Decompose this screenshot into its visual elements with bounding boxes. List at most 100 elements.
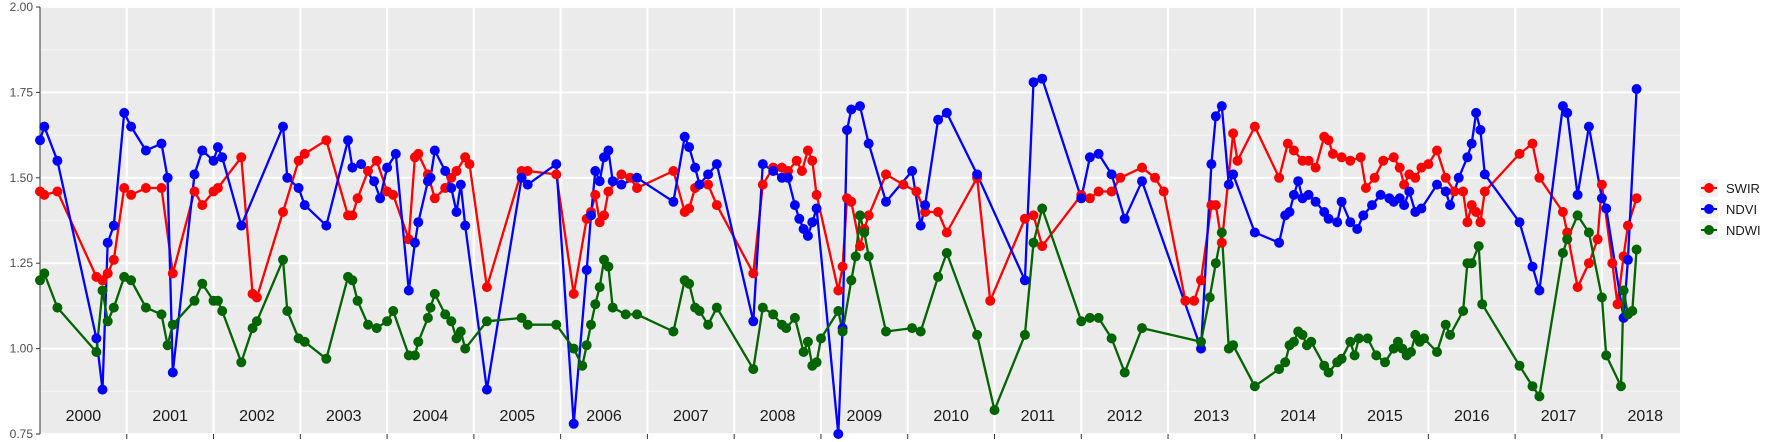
data-point-swir <box>39 189 50 200</box>
data-point-swir <box>590 189 601 200</box>
data-point-ndvi <box>1303 189 1314 200</box>
data-point-ndvi <box>1416 203 1427 214</box>
data-point-ndwi <box>1616 381 1626 392</box>
data-point-ndwi <box>522 319 533 330</box>
data-point-ndwi <box>1249 381 1260 392</box>
data-point-ndvi <box>586 210 596 221</box>
data-point-ndvi <box>356 159 367 170</box>
data-point-ndwi <box>1210 258 1221 269</box>
data-point-swir <box>321 135 332 146</box>
y-tick-label: 1.50 <box>10 171 34 185</box>
data-point-swir <box>1596 179 1607 190</box>
data-point-swir <box>140 183 151 193</box>
data-point-ndvi <box>1137 176 1147 187</box>
data-point-ndwi <box>108 302 119 313</box>
data-point-ndwi <box>440 309 451 320</box>
data-point-ndwi <box>299 336 310 347</box>
data-point-swir <box>236 152 247 163</box>
data-point-ndwi <box>217 306 228 316</box>
data-point-ndwi <box>162 340 173 351</box>
data-point-swir <box>1462 217 1473 228</box>
data-point-swir <box>197 200 208 211</box>
data-point-swir <box>1189 295 1200 306</box>
data-point-ndvi <box>236 220 247 231</box>
data-point-swir <box>156 183 167 193</box>
data-point-swir <box>1410 172 1421 183</box>
data-point-ndwi <box>781 323 792 334</box>
data-point-ndvi <box>757 159 768 170</box>
data-point-swir <box>941 227 952 238</box>
data-point-swir <box>796 166 807 176</box>
data-point-swir <box>1369 172 1380 183</box>
data-point-swir <box>703 179 714 190</box>
year-label: 2000 <box>66 408 102 425</box>
data-point-swir <box>1196 275 1206 286</box>
data-point-ndvi <box>1019 275 1030 286</box>
data-point-ndvi <box>594 176 605 187</box>
data-point-ndwi <box>581 340 592 351</box>
data-point-ndwi <box>422 312 433 323</box>
data-point-ndwi <box>126 275 137 286</box>
data-point-swir <box>802 145 813 156</box>
data-point-swir <box>481 282 492 293</box>
data-point-ndwi <box>1196 336 1206 347</box>
data-point-ndvi <box>52 155 63 166</box>
data-point-ndwi <box>321 353 332 364</box>
legend-key-point <box>1704 183 1714 193</box>
data-point-ndvi <box>607 176 618 187</box>
data-point-swir <box>1527 138 1538 149</box>
data-point-ndvi <box>1323 213 1334 224</box>
data-point-ndvi <box>941 107 952 118</box>
legend-label-swir: SWIR <box>1726 181 1760 196</box>
data-point-ndwi <box>236 357 247 368</box>
data-point-ndvi <box>1028 77 1039 88</box>
data-point-ndwi <box>1228 340 1239 351</box>
data-point-ndwi <box>282 306 293 316</box>
data-point-swir <box>711 200 722 211</box>
data-point-ndvi <box>212 142 223 153</box>
data-point-swir <box>429 193 440 204</box>
year-label: 2001 <box>152 408 188 425</box>
data-point-ndvi <box>1293 176 1304 187</box>
data-point-ndwi <box>516 312 527 323</box>
data-point-swir <box>1360 183 1371 193</box>
data-point-ndwi <box>481 316 492 327</box>
data-point-ndvi <box>516 172 527 183</box>
data-point-swir <box>1228 128 1239 139</box>
data-point-ndwi <box>197 278 208 289</box>
data-point-ndvi <box>1534 285 1545 296</box>
data-point-ndvi <box>1332 217 1343 228</box>
data-point-ndwi <box>1380 357 1390 368</box>
data-point-swir <box>1612 299 1623 310</box>
data-point-ndwi <box>590 299 601 310</box>
data-point-ndwi <box>757 302 768 313</box>
year-label: 2017 <box>1541 408 1577 425</box>
data-point-ndvi <box>189 169 200 180</box>
data-point-ndvi <box>1216 101 1227 112</box>
data-point-swir <box>1583 258 1594 269</box>
data-point-ndvi <box>1399 200 1410 211</box>
data-point-ndwi <box>140 302 151 313</box>
data-point-ndwi <box>748 364 759 375</box>
y-tick-label: 2.00 <box>10 0 34 14</box>
data-point-ndwi <box>455 326 466 337</box>
data-point-swir <box>1592 234 1603 245</box>
legend-key-point <box>1704 204 1714 214</box>
data-point-ndwi <box>632 309 642 320</box>
data-point-ndwi <box>850 251 861 262</box>
data-point-ndvi <box>1475 125 1486 135</box>
data-point-ndvi <box>1119 213 1130 224</box>
data-point-ndwi <box>429 288 440 299</box>
data-point-ndvi <box>197 145 208 156</box>
data-point-ndwi <box>816 333 826 344</box>
data-point-swir <box>1028 210 1039 221</box>
data-point-ndvi <box>881 196 891 207</box>
data-point-ndwi <box>52 302 63 313</box>
data-point-swir <box>599 210 609 221</box>
data-point-ndwi <box>881 326 891 337</box>
y-tick-label: 1.75 <box>10 85 34 99</box>
data-point-swir <box>1423 159 1434 170</box>
data-point-swir <box>1378 155 1389 166</box>
data-point-ndwi <box>1288 336 1299 347</box>
